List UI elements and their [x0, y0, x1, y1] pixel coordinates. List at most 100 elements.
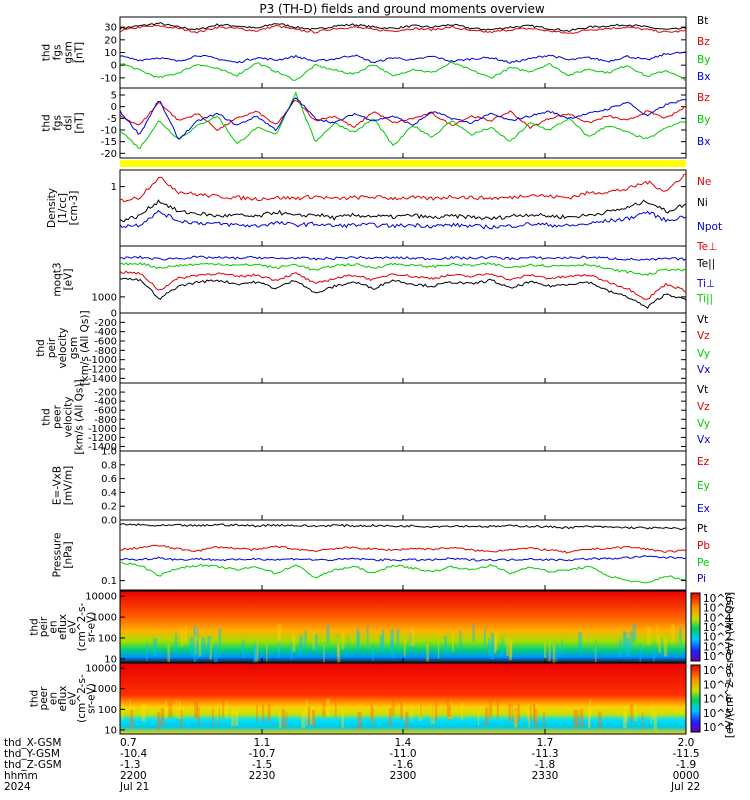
- spectrogram-streak: [658, 634, 661, 653]
- spectrogram-streak: [209, 641, 212, 660]
- y-tick-label: 100: [98, 705, 117, 716]
- legend-entry: Te||: [696, 258, 715, 270]
- y-axis-label: [eV]: [63, 269, 75, 291]
- spectrogram-streak: [213, 643, 218, 662]
- spectrogram-streak: [595, 640, 597, 659]
- spectrogram-streak: [588, 710, 591, 728]
- spectrogram-streak: [434, 702, 438, 721]
- spectrogram-streak: [160, 707, 165, 726]
- spectrogram-streak: [197, 707, 200, 725]
- y-axis-label: thd: [29, 618, 41, 635]
- spectrogram-streak: [663, 638, 668, 657]
- spectrogram-streak: [579, 708, 584, 727]
- series-te-line: [119, 277, 687, 309]
- spectrogram-streak: [641, 712, 644, 730]
- spectrogram-streak: [400, 701, 403, 720]
- spectrogram-streak: [446, 699, 451, 717]
- spectrogram-streak: [529, 705, 532, 724]
- spectrogram-streak: [290, 641, 293, 660]
- y-tick-label: 1.0: [101, 447, 117, 458]
- y-axis-label: peer: [52, 404, 64, 429]
- colorbar-tick-label: 10^6: [703, 593, 732, 605]
- series-bz-line: [119, 99, 687, 132]
- y-tick-label: -1000: [88, 424, 117, 435]
- series-bx-line: [119, 51, 687, 64]
- spectrogram-streak: [285, 712, 288, 730]
- spectrogram-streak: [419, 703, 422, 721]
- y-axis-label: eflux: [57, 686, 69, 712]
- legend-entry: Vx: [697, 434, 710, 446]
- spectrogram-streak: [146, 642, 148, 661]
- spectrogram-streak: [225, 700, 228, 719]
- spectrogram-streak: [305, 699, 309, 718]
- series-bz-line: [119, 24, 687, 34]
- spectrogram-streak: [575, 709, 579, 728]
- spectrogram-streak: [242, 639, 245, 658]
- y-axis-label: [nT]: [74, 42, 86, 63]
- spectrogram-streak: [357, 632, 360, 651]
- legend-entry: Ni: [697, 197, 708, 209]
- spectrogram-streak: [129, 710, 134, 728]
- time-axis-value: 1.7: [537, 737, 554, 749]
- spectrogram-streak: [341, 631, 345, 650]
- spectrogram-streak: [167, 643, 171, 662]
- y-axis-label: [1/cc]: [57, 193, 69, 223]
- spectrogram-streak: [490, 632, 495, 651]
- time-axis-value: 1.4: [395, 737, 412, 749]
- colorbar-tick-label: 10^1: [703, 641, 732, 653]
- spectrogram-streak: [222, 700, 224, 719]
- y-tick-label: -5: [107, 114, 117, 125]
- spectrogram-streak: [626, 638, 630, 657]
- time-axis-value: -1.9: [676, 759, 697, 771]
- panel-density: 1 Density [1/cc] [cm-3] Ne Ni Npot: [46, 169, 722, 247]
- colorbar: [690, 664, 701, 733]
- time-axis-value: 2300: [390, 770, 417, 782]
- spectrogram-streak: [437, 641, 440, 660]
- spectrogram-streak: [594, 644, 597, 663]
- legend-entry: Vy: [697, 418, 710, 430]
- spectrogram-streak: [253, 644, 257, 663]
- y-tick-label: -200: [94, 388, 117, 399]
- spectrogram-streak: [508, 642, 512, 661]
- legend-entry: Vz: [697, 401, 710, 413]
- y-axis-label: peer: [38, 686, 50, 711]
- spectrogram-streak: [164, 700, 168, 719]
- time-axis-value: 0.7: [120, 737, 137, 749]
- spectrogram-streak: [129, 699, 131, 717]
- time-axis-row-label: thd_Y-GSM: [4, 748, 60, 760]
- y-tick-label: -10: [101, 126, 117, 137]
- y-tick-label: 0: [111, 102, 117, 113]
- spectrogram-streak: [326, 625, 330, 644]
- legend-entry: Bz: [697, 36, 710, 48]
- colorbar-tick-label: 10^8: [703, 665, 732, 677]
- spectrogram-streak: [372, 706, 374, 725]
- spectrogram-streak: [277, 634, 280, 653]
- spectrogram-streak: [630, 704, 634, 723]
- spectrogram-streak: [193, 644, 196, 663]
- y-axis-label: sr-eV): [86, 612, 98, 643]
- spectrogram-streak: [489, 700, 493, 718]
- spectrogram-streak: [419, 699, 422, 717]
- legend-entry: Vx: [697, 364, 710, 376]
- colorbar-tick-label: 10^5: [703, 708, 732, 720]
- time-axis-value: Jul 21: [119, 781, 149, 793]
- y-axis-label: velocity: [63, 396, 75, 437]
- y-axis-label: [nPa]: [63, 541, 75, 568]
- legend-entry: Pt: [697, 523, 707, 535]
- spectrogram-streak: [337, 638, 340, 657]
- legend-entry: Vy: [697, 348, 710, 360]
- colorbar-tick-label: 10^2: [703, 632, 732, 644]
- panel-frame: [119, 519, 687, 591]
- y-tick-label: 0: [111, 309, 117, 320]
- spectrogram-streak: [307, 706, 311, 725]
- time-axis-value: -10.4: [120, 748, 147, 760]
- spectrogram-streak: [211, 708, 214, 727]
- spectrogram-streak: [477, 707, 480, 726]
- panel-temperature: 1000 moqt3 [eV] Te⊥ Te|| Ti⊥ Ti||: [52, 241, 717, 314]
- spectrogram-streak: [493, 632, 498, 651]
- legend-entry: Bz: [697, 92, 710, 104]
- y-axis-label: [nT]: [74, 112, 86, 133]
- spectrogram-streak: [311, 710, 315, 728]
- y-tick-label: 10000: [85, 592, 117, 603]
